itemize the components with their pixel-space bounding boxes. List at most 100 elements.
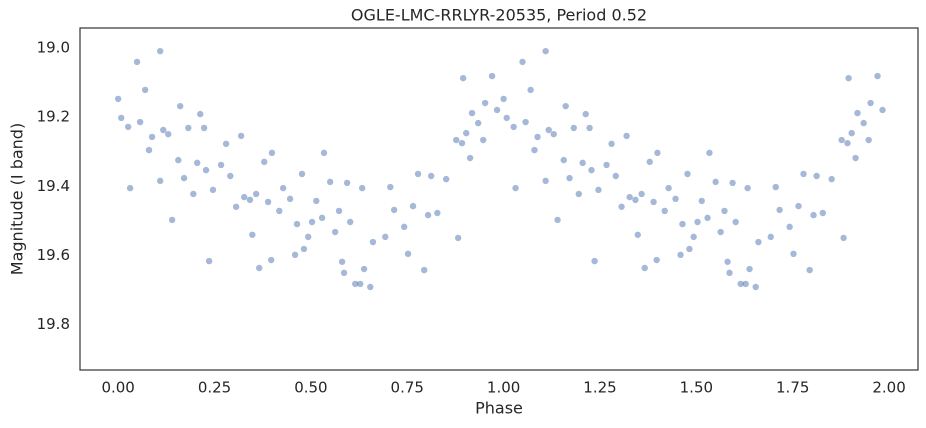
plot-frame (79, 27, 919, 371)
data-point (387, 183, 394, 191)
data-point (304, 233, 312, 241)
data-point (180, 174, 188, 182)
data-point (646, 158, 653, 166)
data-point (634, 231, 641, 238)
data-point (114, 95, 122, 103)
data-point (717, 228, 724, 236)
data-point (390, 206, 398, 214)
data-point (786, 223, 793, 231)
data-point (512, 184, 519, 192)
data-point (732, 218, 739, 226)
data-point (854, 109, 861, 117)
data-point (679, 220, 686, 228)
data-point (175, 156, 182, 164)
data-point (588, 166, 595, 174)
data-point (197, 110, 204, 118)
data-point (591, 257, 598, 265)
data-point (318, 214, 326, 222)
data-point (427, 172, 435, 180)
data-point (534, 133, 541, 141)
data-point (338, 258, 346, 265)
data-point (632, 196, 639, 204)
data-point (474, 119, 482, 127)
data-point (347, 218, 354, 226)
data-point (874, 72, 881, 80)
data-point (343, 179, 351, 187)
data-point (160, 126, 167, 134)
data-point (844, 139, 851, 147)
data-point (813, 172, 820, 180)
data-point (442, 175, 450, 183)
data-point (755, 238, 762, 246)
y-tick-label: 19.0 (37, 39, 70, 57)
data-point (810, 211, 817, 219)
data-point (454, 234, 462, 242)
data-point (510, 123, 517, 131)
data-point (237, 132, 245, 140)
data-point (145, 146, 153, 154)
data-point (358, 184, 366, 192)
data-point (400, 223, 408, 231)
data-point (249, 231, 256, 238)
data-point (227, 172, 234, 180)
data-point (168, 216, 176, 224)
x-tick-label: 1.25 (583, 379, 616, 397)
x-tick-label: 0.00 (101, 379, 134, 397)
data-point (840, 234, 847, 242)
data-point (209, 186, 217, 194)
data-point (752, 283, 759, 291)
data-point (267, 256, 275, 264)
data-point (562, 102, 569, 110)
data-point (331, 228, 339, 236)
data-point (177, 102, 184, 110)
data-point (776, 206, 783, 214)
data-point (193, 159, 201, 167)
data-point (608, 140, 615, 148)
data-point (118, 114, 125, 122)
data-point (672, 195, 679, 203)
data-point (704, 214, 711, 222)
data-point (313, 197, 320, 205)
data-point (819, 209, 826, 217)
data-point (434, 209, 441, 217)
data-point (279, 184, 287, 192)
data-point (806, 266, 813, 274)
data-point (767, 233, 774, 241)
data-point (746, 265, 753, 273)
data-point (124, 123, 132, 131)
data-point (335, 207, 343, 215)
data-point (686, 245, 693, 253)
data-point (790, 250, 797, 258)
data-point (729, 179, 736, 187)
data-point (527, 86, 534, 94)
data-point (453, 136, 460, 144)
data-point (404, 250, 412, 258)
data-point (241, 193, 248, 201)
x-tick-label: 0.75 (391, 379, 424, 397)
data-point (156, 177, 164, 185)
data-point (848, 129, 855, 137)
data-point (665, 184, 672, 192)
data-point (500, 95, 507, 103)
data-point (264, 198, 272, 206)
data-point (852, 154, 859, 162)
data-point (744, 184, 751, 192)
data-point (261, 158, 268, 166)
data-point (205, 257, 213, 265)
data-point (293, 220, 301, 228)
data-point (424, 211, 432, 219)
data-point (252, 190, 260, 198)
data-point (382, 233, 389, 241)
data-point (550, 130, 557, 138)
data-point (217, 161, 225, 169)
data-point (360, 265, 368, 273)
data-point (542, 177, 549, 185)
data-point (421, 266, 428, 274)
data-point (641, 264, 648, 272)
data-point (575, 190, 582, 198)
data-point (828, 175, 835, 183)
data-point (737, 280, 744, 288)
data-point (503, 114, 510, 122)
data-point (582, 110, 589, 118)
data-point (468, 109, 476, 117)
